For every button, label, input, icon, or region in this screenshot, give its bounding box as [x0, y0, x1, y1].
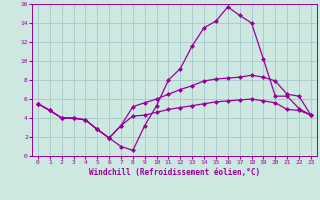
X-axis label: Windchill (Refroidissement éolien,°C): Windchill (Refroidissement éolien,°C)	[89, 168, 260, 177]
